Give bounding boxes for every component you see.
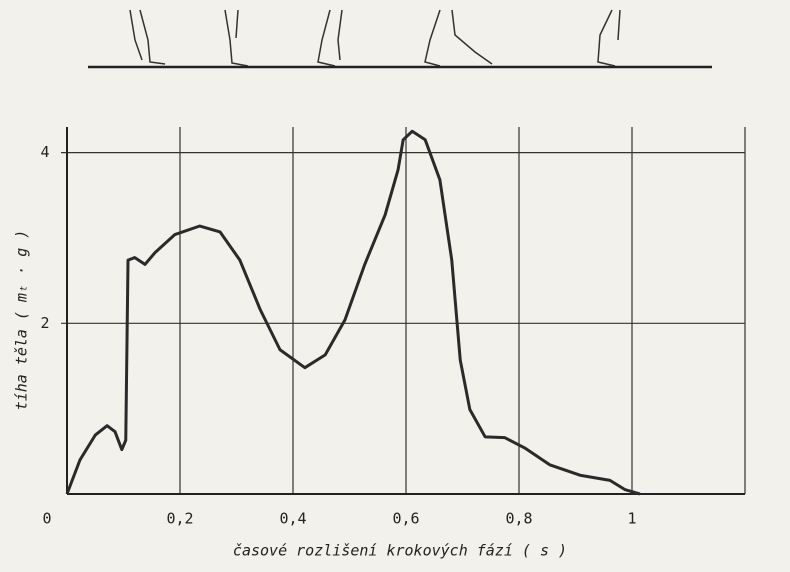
- x-tick-label: 0,4: [279, 510, 306, 528]
- x-tick-label: 0,6: [392, 510, 419, 528]
- x-tick-label: 1: [627, 510, 636, 528]
- x-tick-label: 0: [42, 510, 51, 528]
- x-axis-label: časové rozlišení krokových fází ( s ): [233, 542, 567, 560]
- y-axis-label: tíha těla ( mₜ · g ): [13, 230, 31, 411]
- x-tick-label: 0,8: [505, 510, 532, 528]
- background: [0, 0, 790, 572]
- x-tick-label: 0,2: [166, 510, 193, 528]
- chart: časové rozlišení krokových fází ( s ) tí…: [0, 0, 790, 572]
- y-tick-label: 4: [40, 143, 49, 161]
- y-tick-label: 2: [40, 314, 49, 332]
